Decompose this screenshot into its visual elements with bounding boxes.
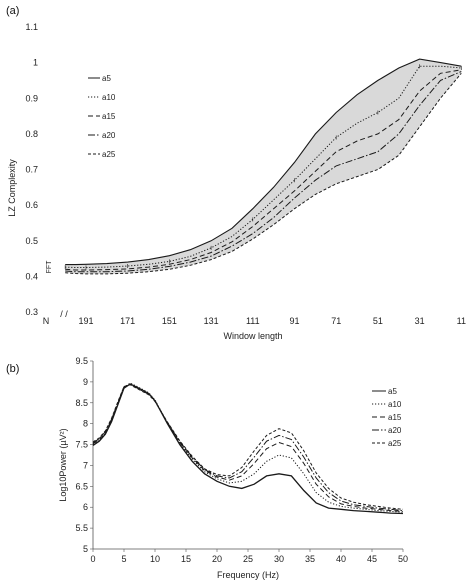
chart-a-legend-label: a25	[102, 150, 116, 159]
chart-b-ytick-label: 6.5	[75, 481, 88, 491]
chart-a-series-line-a5	[65, 58, 462, 266]
chart-a-ytick-label: 0.3	[25, 307, 38, 317]
chart-a-xtick-label: 111	[246, 316, 260, 326]
chart-a-shaded-region	[65, 59, 462, 274]
chart-b-series-line-a10	[92, 382, 404, 513]
chart-b-legend-label: a15	[388, 413, 402, 422]
chart-a-series-line-a20	[65, 71, 462, 273]
chart-a-ytick-label: 0.8	[25, 129, 38, 139]
chart-b-ytick-label: 5	[83, 544, 88, 554]
chart-a-xtick-label: 171	[120, 316, 135, 326]
chart-b-xtick-label: 50	[398, 554, 408, 564]
chart-a-series-line-a25	[65, 72, 462, 275]
chart-b-xtick-label: 5	[121, 554, 126, 564]
chart-a-ytick-label: 0.9	[25, 93, 38, 103]
chart-a-legend-label: a15	[102, 112, 116, 121]
chart-a-xtick-label: 91	[289, 316, 299, 326]
chart-b-xtick-label: 15	[181, 554, 191, 564]
chart-a-fft-label: FFT	[46, 260, 53, 274]
chart-a-ytick-label: 0.7	[25, 165, 38, 175]
chart-a-ytick-label: 1	[33, 58, 38, 68]
chart-a-xtick-label: 11	[457, 316, 466, 326]
chart-b-xtick-label: 20	[212, 554, 222, 564]
chart-a-xtick-label: 51	[373, 316, 383, 326]
chart-b-ytick-label: 5.5	[75, 523, 88, 533]
chart-b-ytick-label: 7.5	[75, 440, 88, 450]
chart-a-xtick-label: 151	[162, 316, 177, 326]
chart-a-ytick-label: 0.5	[25, 236, 38, 246]
chart-b: (b) Log10Power (µV²) Frequency (Hz) 5 5.5…	[6, 356, 408, 580]
chart-b-series-line-a25	[92, 384, 404, 510]
chart-b-xtick-label: 30	[274, 554, 284, 564]
chart-b-ytick-label: 6	[83, 502, 88, 512]
chart-a-xtick-label: 131	[204, 316, 219, 326]
chart-a: (a) LZ Complexity Window length FFT / / …	[6, 5, 466, 341]
chart-b-ytick-label: 9	[83, 377, 88, 387]
chart-a-xtick-label: 191	[78, 316, 93, 326]
chart-b-xtick-label: 25	[243, 554, 253, 564]
chart-a-legend-label: a20	[102, 131, 116, 140]
chart-b-ytick-label: 7	[83, 460, 88, 470]
chart-a-xlabel: Window length	[223, 331, 282, 341]
chart-b-xtick-label: 40	[336, 554, 346, 564]
chart-b-xtick-label: 35	[305, 554, 315, 564]
chart-a-ytick-label: 1.1	[25, 22, 38, 32]
chart-b-xlabel: Frequency (Hz)	[217, 570, 279, 580]
chart-b-xtick-label: 0	[90, 554, 95, 564]
chart-b-legend-label: a25	[388, 439, 402, 448]
chart-b-ytick-label: 9.5	[75, 356, 88, 366]
chart-b-legend-label: a10	[388, 400, 402, 409]
chart-b-ylabel: Log10Power (µV²)	[58, 428, 68, 501]
panel-a-label: (a)	[6, 5, 19, 17]
chart-a-legend-label: a10	[102, 93, 116, 102]
chart-a-axis-break: / /	[60, 309, 68, 319]
chart-b-series-line-a5	[92, 383, 404, 515]
chart-b-series-line-a20	[92, 383, 404, 512]
chart-a-series-line-a15	[65, 69, 462, 271]
chart-a-xtick-label: 71	[331, 316, 341, 326]
chart-a-xtick-label: N	[43, 316, 50, 326]
chart-b-xtick-label: 45	[367, 554, 377, 564]
chart-a-ylabel: LZ Complexity	[7, 159, 17, 217]
chart-a-legend-label: a5	[102, 74, 111, 83]
chart-b-series-line-a15	[92, 383, 404, 512]
panel-b-label: (b)	[6, 363, 19, 375]
chart-a-series-line-a10	[65, 65, 462, 268]
chart-b-legend-label: a20	[388, 426, 402, 435]
chart-b-ytick-label: 8	[83, 419, 88, 429]
chart-a-ytick-label: 0.6	[25, 200, 38, 210]
chart-a-xtick-label: 31	[415, 316, 425, 326]
chart-b-ytick-label: 8.5	[75, 398, 88, 408]
chart-b-xtick-label: 10	[150, 554, 160, 564]
chart-a-ytick-label: 0.4	[25, 271, 38, 281]
chart-b-legend-label: a5	[388, 387, 397, 396]
